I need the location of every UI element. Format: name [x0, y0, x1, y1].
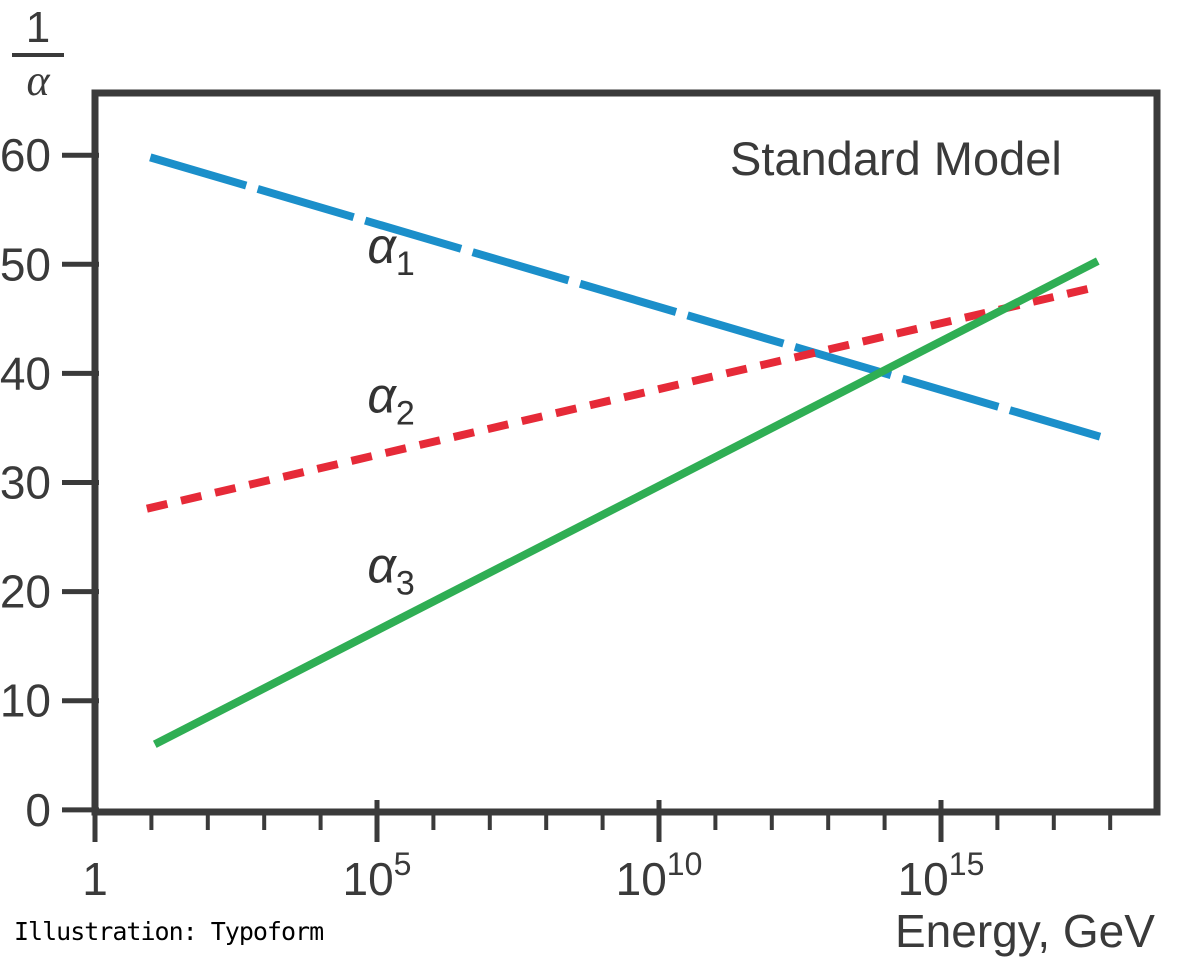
x-tick-label: 105 — [343, 846, 412, 905]
plot-border — [91, 89, 1161, 816]
series-label-alpha1: α1 — [367, 218, 414, 283]
y-tick-label: 0 — [25, 784, 51, 836]
series-label-alpha2: α2 — [367, 367, 414, 432]
y-tick-label: 10 — [0, 675, 51, 727]
y-tick-label: 50 — [0, 238, 51, 290]
series-label-alpha3: α3 — [367, 538, 414, 603]
illustration-credit: Illustration: Typoform — [14, 917, 324, 946]
chart-title: Standard Model — [730, 132, 1062, 185]
x-tick-label: 1015 — [898, 846, 985, 905]
y-tick-label: 60 — [0, 129, 51, 181]
y-tick-label: 30 — [0, 457, 51, 509]
y-tick-label: 20 — [0, 566, 51, 618]
series-line-alpha1 — [149, 153, 1102, 441]
y-axis-title-numerator: 1 — [12, 6, 64, 57]
x-tick-label: 1 — [82, 853, 108, 905]
y-tick-label: 40 — [0, 347, 51, 399]
series-line-alpha3 — [152, 257, 1100, 748]
y-axis-title: 1 α — [12, 6, 64, 103]
x-axis-title: Energy, GeV — [895, 905, 1155, 957]
x-tick-label: 1010 — [616, 846, 703, 905]
series-line-alpha2 — [145, 282, 1101, 513]
y-axis-title-denominator: α — [26, 56, 50, 105]
